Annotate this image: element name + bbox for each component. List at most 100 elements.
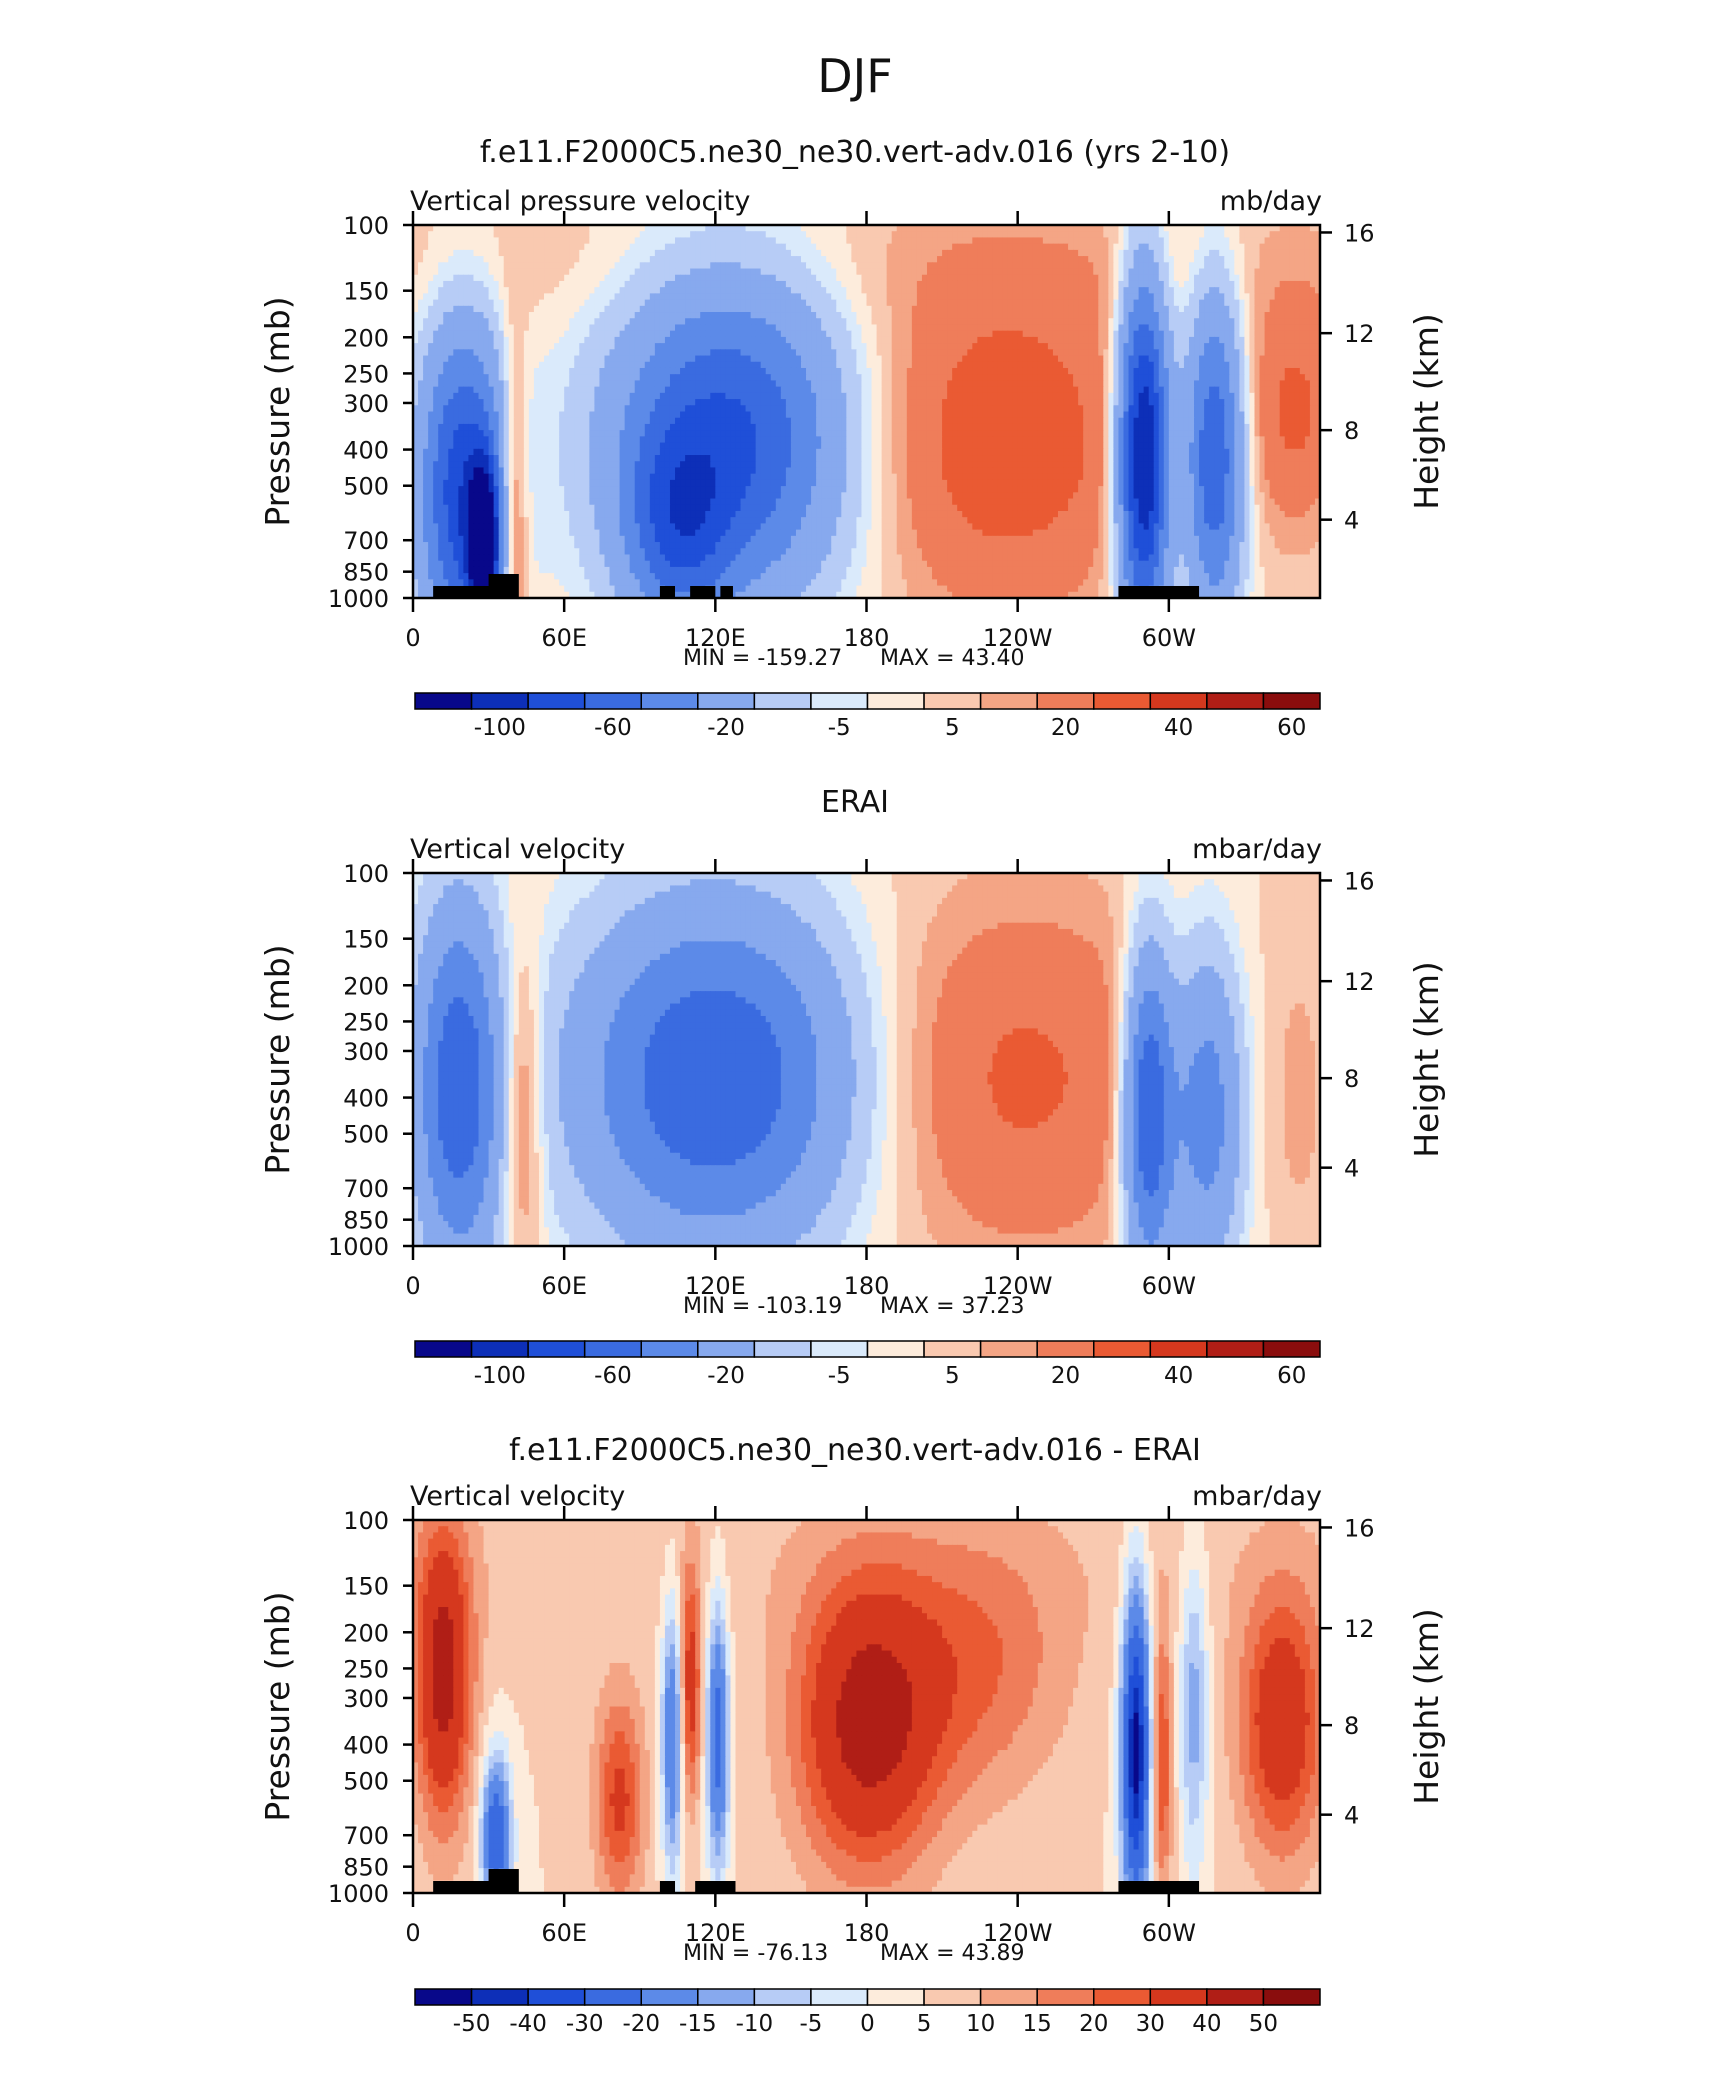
heatmap-cell [992, 312, 999, 319]
heatmap-cell [911, 374, 918, 382]
heatmap-cell [538, 268, 545, 276]
heatmap-cell [428, 312, 434, 319]
heatmap-cell [972, 380, 978, 388]
heatmap-cell [433, 231, 439, 239]
heatmap-cell [1234, 305, 1240, 313]
heatmap-cell [1143, 349, 1150, 357]
heatmap-cell [493, 318, 500, 326]
heatmap-cell [916, 374, 923, 382]
heatmap-cell [468, 305, 475, 313]
heatmap-cell [1073, 374, 1079, 382]
heatmap-cell [826, 231, 832, 239]
heatmap-cell [1007, 262, 1014, 270]
heatmap-cell [1073, 305, 1079, 313]
heatmap-cell [780, 262, 787, 270]
heatmap-cell [1113, 361, 1120, 369]
heatmap-cell [544, 256, 550, 263]
heatmap-cell [856, 256, 863, 263]
heatmap-cell [675, 318, 681, 326]
heatmap-cell [730, 349, 737, 357]
heatmap-cell [1259, 380, 1266, 388]
heatmap-cell [906, 243, 913, 251]
heatmap-cell [846, 349, 852, 357]
heatmap-cell [1173, 225, 1180, 232]
heatmap-cell [730, 318, 737, 326]
heatmap-cell [1143, 225, 1150, 232]
heatmap-cell [725, 374, 732, 382]
heatmap-cell [816, 343, 822, 350]
heatmap-cell [1269, 374, 1276, 382]
heatmap-cell [468, 268, 475, 276]
heatmap-cell [735, 249, 742, 257]
heatmap-cell [423, 349, 429, 357]
heatmap-cell [1017, 336, 1024, 344]
heatmap-cell [700, 268, 706, 276]
heatmap-cell [1103, 274, 1109, 282]
heatmap-cell [760, 343, 767, 350]
heatmap-cell [891, 256, 898, 263]
heatmap-cell [584, 386, 590, 394]
heatmap-cell [942, 380, 948, 388]
heatmap-cell [1163, 349, 1170, 357]
heatmap-cell [1108, 231, 1115, 239]
heatmap-cell [468, 343, 475, 350]
heatmap-cell [614, 262, 621, 270]
heatmap-cell [977, 280, 983, 288]
heatmap-cell [1037, 380, 1044, 388]
heatmap-cell [785, 336, 792, 344]
heatmap-cell [785, 237, 792, 245]
heatmap-cell [604, 324, 611, 332]
heatmap-cell [987, 336, 994, 344]
heatmap-cell [458, 237, 464, 245]
heatmap-cell [528, 312, 535, 319]
heatmap-cell [841, 280, 847, 288]
heatmap-cell [1098, 225, 1104, 232]
heatmap-cell [891, 280, 898, 288]
heatmap-cell [1294, 386, 1301, 394]
heatmap-cell [846, 249, 852, 257]
heatmap-cell [609, 374, 616, 382]
heatmap-cell [1173, 268, 1180, 276]
heatmap-cell [1002, 386, 1009, 394]
heatmap-cell [1047, 367, 1054, 375]
heatmap-cell [559, 274, 565, 282]
heatmap-cell [1093, 287, 1099, 294]
heatmap-cell [1239, 312, 1246, 319]
heatmap-cell [811, 262, 817, 270]
heatmap-cell [826, 305, 832, 313]
heatmap-cell [1037, 374, 1044, 382]
heatmap-cell [1073, 330, 1079, 338]
heatmap-cell [1314, 374, 1321, 382]
heatmap-cell [594, 262, 601, 270]
heatmap-cell [806, 225, 812, 232]
heatmap-cell [821, 280, 827, 288]
heatmap-cell [629, 386, 636, 394]
heatmap-cell [1148, 249, 1155, 257]
heatmap-cell [1103, 305, 1109, 313]
heatmap-cell [584, 349, 590, 357]
heatmap-cell [1284, 268, 1291, 276]
heatmap-cell [720, 386, 727, 394]
heatmap-cell [1103, 225, 1109, 232]
heatmap-cell [1178, 386, 1185, 394]
heatmap-cell [1027, 305, 1034, 313]
heatmap-cell [579, 367, 585, 375]
heatmap-cell [564, 324, 570, 332]
heatmap-cell [1304, 343, 1311, 350]
heatmap-cell [780, 299, 787, 307]
heatmap-cell [977, 274, 983, 282]
heatmap-cell [1113, 231, 1120, 239]
heatmap-cell [629, 343, 636, 350]
heatmap-cell [1289, 262, 1296, 270]
heatmap-cell [856, 374, 863, 382]
heatmap-cell [609, 392, 616, 400]
heatmap-cell [916, 225, 923, 232]
heatmap-cell [654, 349, 661, 357]
heatmap-cell [619, 336, 626, 344]
heatmap-cell [488, 293, 495, 301]
heatmap-cell [488, 256, 495, 263]
heatmap-cell [639, 392, 646, 400]
heatmap-cell [1214, 336, 1220, 344]
heatmap-cell [795, 367, 802, 375]
heatmap-cell [846, 392, 852, 400]
